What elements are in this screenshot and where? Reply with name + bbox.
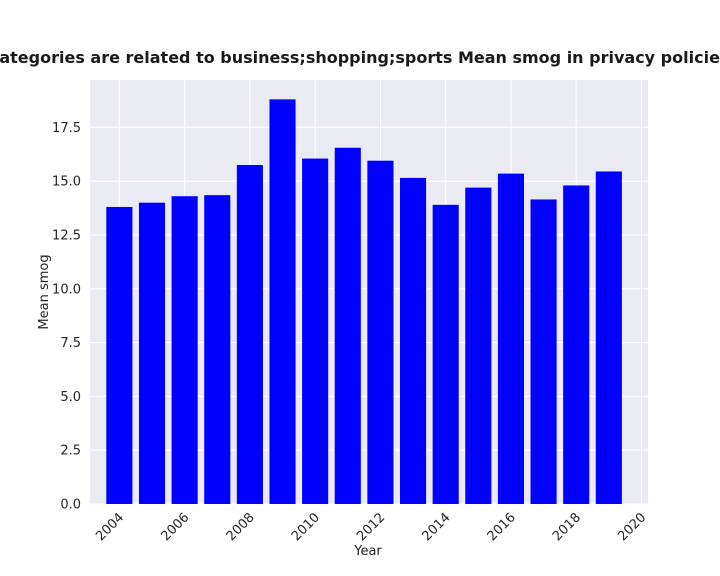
- y-axis-label: Mean smog: [37, 254, 52, 329]
- bar-2007: [204, 195, 231, 504]
- bar-2008: [236, 165, 263, 504]
- x-tick-label: 2016: [485, 510, 519, 544]
- y-tick-label: 12.5: [52, 228, 81, 243]
- y-tick-label: 7.5: [60, 336, 81, 351]
- bar-2006: [171, 196, 198, 505]
- chart-title: when categories are related to business;…: [0, 48, 720, 67]
- bar-2014: [432, 204, 459, 504]
- y-tick-label: 17.5: [52, 121, 81, 136]
- y-tick-label: 5.0: [60, 390, 81, 405]
- bar-2016: [497, 173, 524, 504]
- bar-2012: [367, 160, 394, 504]
- bar-2010: [302, 158, 329, 504]
- bar-2009: [269, 99, 296, 505]
- y-tick-label: 0.0: [60, 498, 81, 513]
- x-axis-label: Year: [353, 544, 382, 559]
- bar-2005: [138, 202, 166, 504]
- bar-2017: [530, 199, 557, 504]
- x-tick-label: 2006: [158, 510, 192, 544]
- bar-2018: [563, 185, 590, 505]
- x-tick-label: 2014: [420, 510, 454, 544]
- y-tick-label: 2.5: [60, 444, 81, 459]
- bar-2011: [334, 147, 361, 505]
- x-tick-label: 2010: [289, 510, 323, 544]
- x-tick-label: 2018: [550, 510, 584, 544]
- x-tick-label: 2008: [224, 510, 258, 544]
- y-tick-label: 15.0: [52, 175, 81, 190]
- bars: [106, 99, 622, 505]
- y-axis-ticks: 0.0 2.5 5.0 7.5 10.0 12.5 15.0 17.5: [52, 121, 81, 513]
- bar-2015: [465, 187, 492, 505]
- x-tick-label: 2004: [93, 510, 127, 544]
- y-tick-label: 10.0: [52, 282, 81, 297]
- bar-2013: [400, 177, 427, 504]
- bar-2004: [106, 206, 133, 504]
- x-tick-label: 2012: [354, 510, 388, 544]
- bar-2019: [595, 171, 622, 504]
- x-axis-ticks: 2004 2006 2008 2010 2012 2014 2016 2018 2020: [93, 510, 649, 544]
- x-tick-label: 2020: [615, 510, 649, 544]
